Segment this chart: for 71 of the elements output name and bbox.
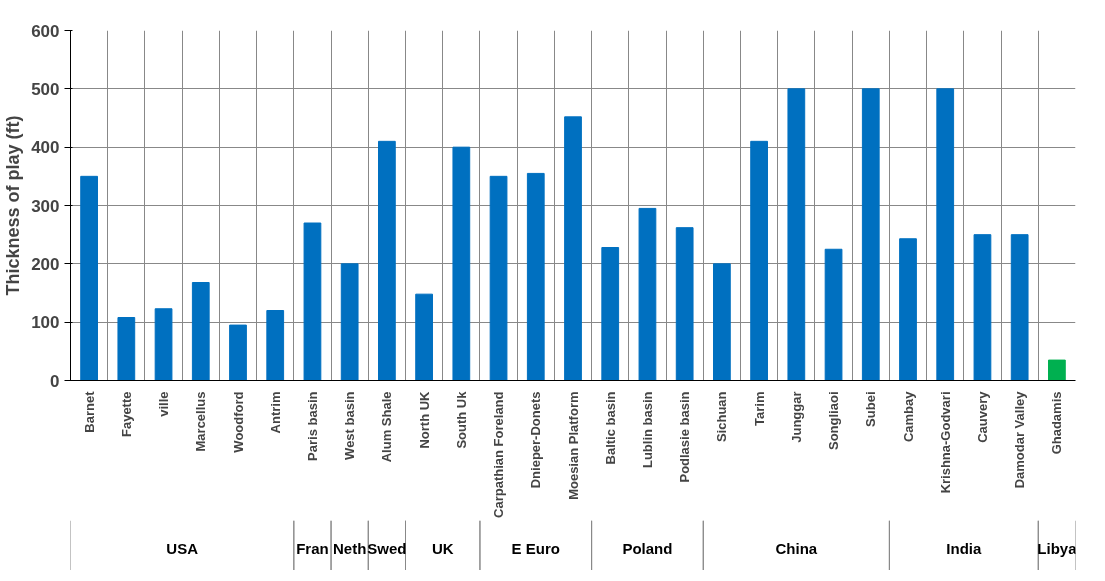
- x-tick-label: Subei: [863, 391, 879, 427]
- x-tick-label: Alum Shale: [379, 391, 395, 463]
- bar: [340, 263, 359, 381]
- bar: [675, 227, 694, 381]
- bar: [154, 308, 173, 381]
- bar: [526, 172, 545, 381]
- x-tick-label: Marcellus: [193, 391, 209, 452]
- x-tick-label: Tarim: [751, 391, 767, 426]
- bar: [229, 324, 247, 381]
- x-tick-label: Songliaoi: [826, 391, 842, 450]
- x-tick-label: Woodford: [230, 391, 246, 453]
- bar: [713, 263, 731, 381]
- bar: [564, 116, 582, 381]
- x-tick-label: Podlasie basin: [677, 391, 693, 483]
- bar: [973, 234, 992, 381]
- x-tick-label: Junggar: [788, 391, 804, 443]
- y-tick-label: 0: [50, 371, 60, 391]
- x-tick-label: ville: [156, 391, 172, 417]
- y-axis-title: Thickness of play (ft): [3, 115, 24, 296]
- text: Swed: [367, 539, 407, 557]
- x-tick-label: West basin: [342, 391, 358, 460]
- x-tick-label: Barnet: [81, 390, 97, 433]
- x-tick-label: Dnieper-Donets: [528, 391, 544, 489]
- bar: [117, 317, 136, 381]
- y-tick-label: 100: [31, 313, 60, 333]
- bar: [787, 88, 806, 381]
- x-tick-label: Fayette: [118, 391, 134, 438]
- y-tick-label: 300: [31, 196, 60, 216]
- x-tick-label: Krishna-Godvari: [937, 391, 953, 494]
- y-tick-label: 400: [31, 138, 60, 158]
- bar: [1048, 359, 1066, 381]
- text: India: [946, 539, 982, 557]
- bar: [936, 88, 955, 381]
- text: Neth: [333, 539, 367, 557]
- x-tick-label: Cambay: [900, 390, 916, 443]
- bar: [303, 222, 322, 381]
- x-tick-label: Carpathian Foreland: [491, 391, 507, 518]
- bar: [452, 146, 471, 381]
- bar: [750, 140, 768, 381]
- x-tick-label: Paris basin: [304, 391, 320, 461]
- x-tick-label: Lublin basin: [639, 391, 655, 469]
- x-tick-label: Ghadamis: [1049, 391, 1065, 455]
- bar: [191, 282, 210, 381]
- bar: [415, 293, 433, 381]
- y-tick-label: 500: [31, 79, 60, 99]
- text: E Euro: [511, 539, 560, 557]
- bar: [824, 248, 843, 381]
- text: UK: [431, 539, 454, 557]
- bar: [1010, 234, 1029, 381]
- bar: [601, 247, 620, 381]
- bar: [378, 140, 396, 381]
- x-tick-label: Antrim: [267, 391, 283, 434]
- y-tick-label: 200: [31, 254, 60, 274]
- y-tick-label: 600: [31, 21, 60, 41]
- bar: [638, 207, 657, 381]
- x-tick-label: South Uk: [453, 390, 469, 449]
- x-tick-label: North UK: [416, 390, 432, 449]
- x-tick-label: Cauvery: [974, 390, 990, 443]
- x-tick-label: Baltic basin: [602, 391, 618, 465]
- text: Poland: [622, 539, 673, 557]
- bar: [266, 310, 285, 381]
- bar: [489, 175, 508, 381]
- x-tick-label: Sichuan: [714, 391, 730, 443]
- text: China: [775, 539, 818, 557]
- x-tick-label: Moesian Platform: [565, 391, 581, 500]
- x-tick-label: Damodar Valley: [1012, 390, 1028, 489]
- bar: [80, 175, 98, 381]
- text: Fran: [296, 539, 329, 557]
- bar: [861, 88, 880, 381]
- bar: [899, 238, 917, 381]
- text: USA: [166, 539, 199, 557]
